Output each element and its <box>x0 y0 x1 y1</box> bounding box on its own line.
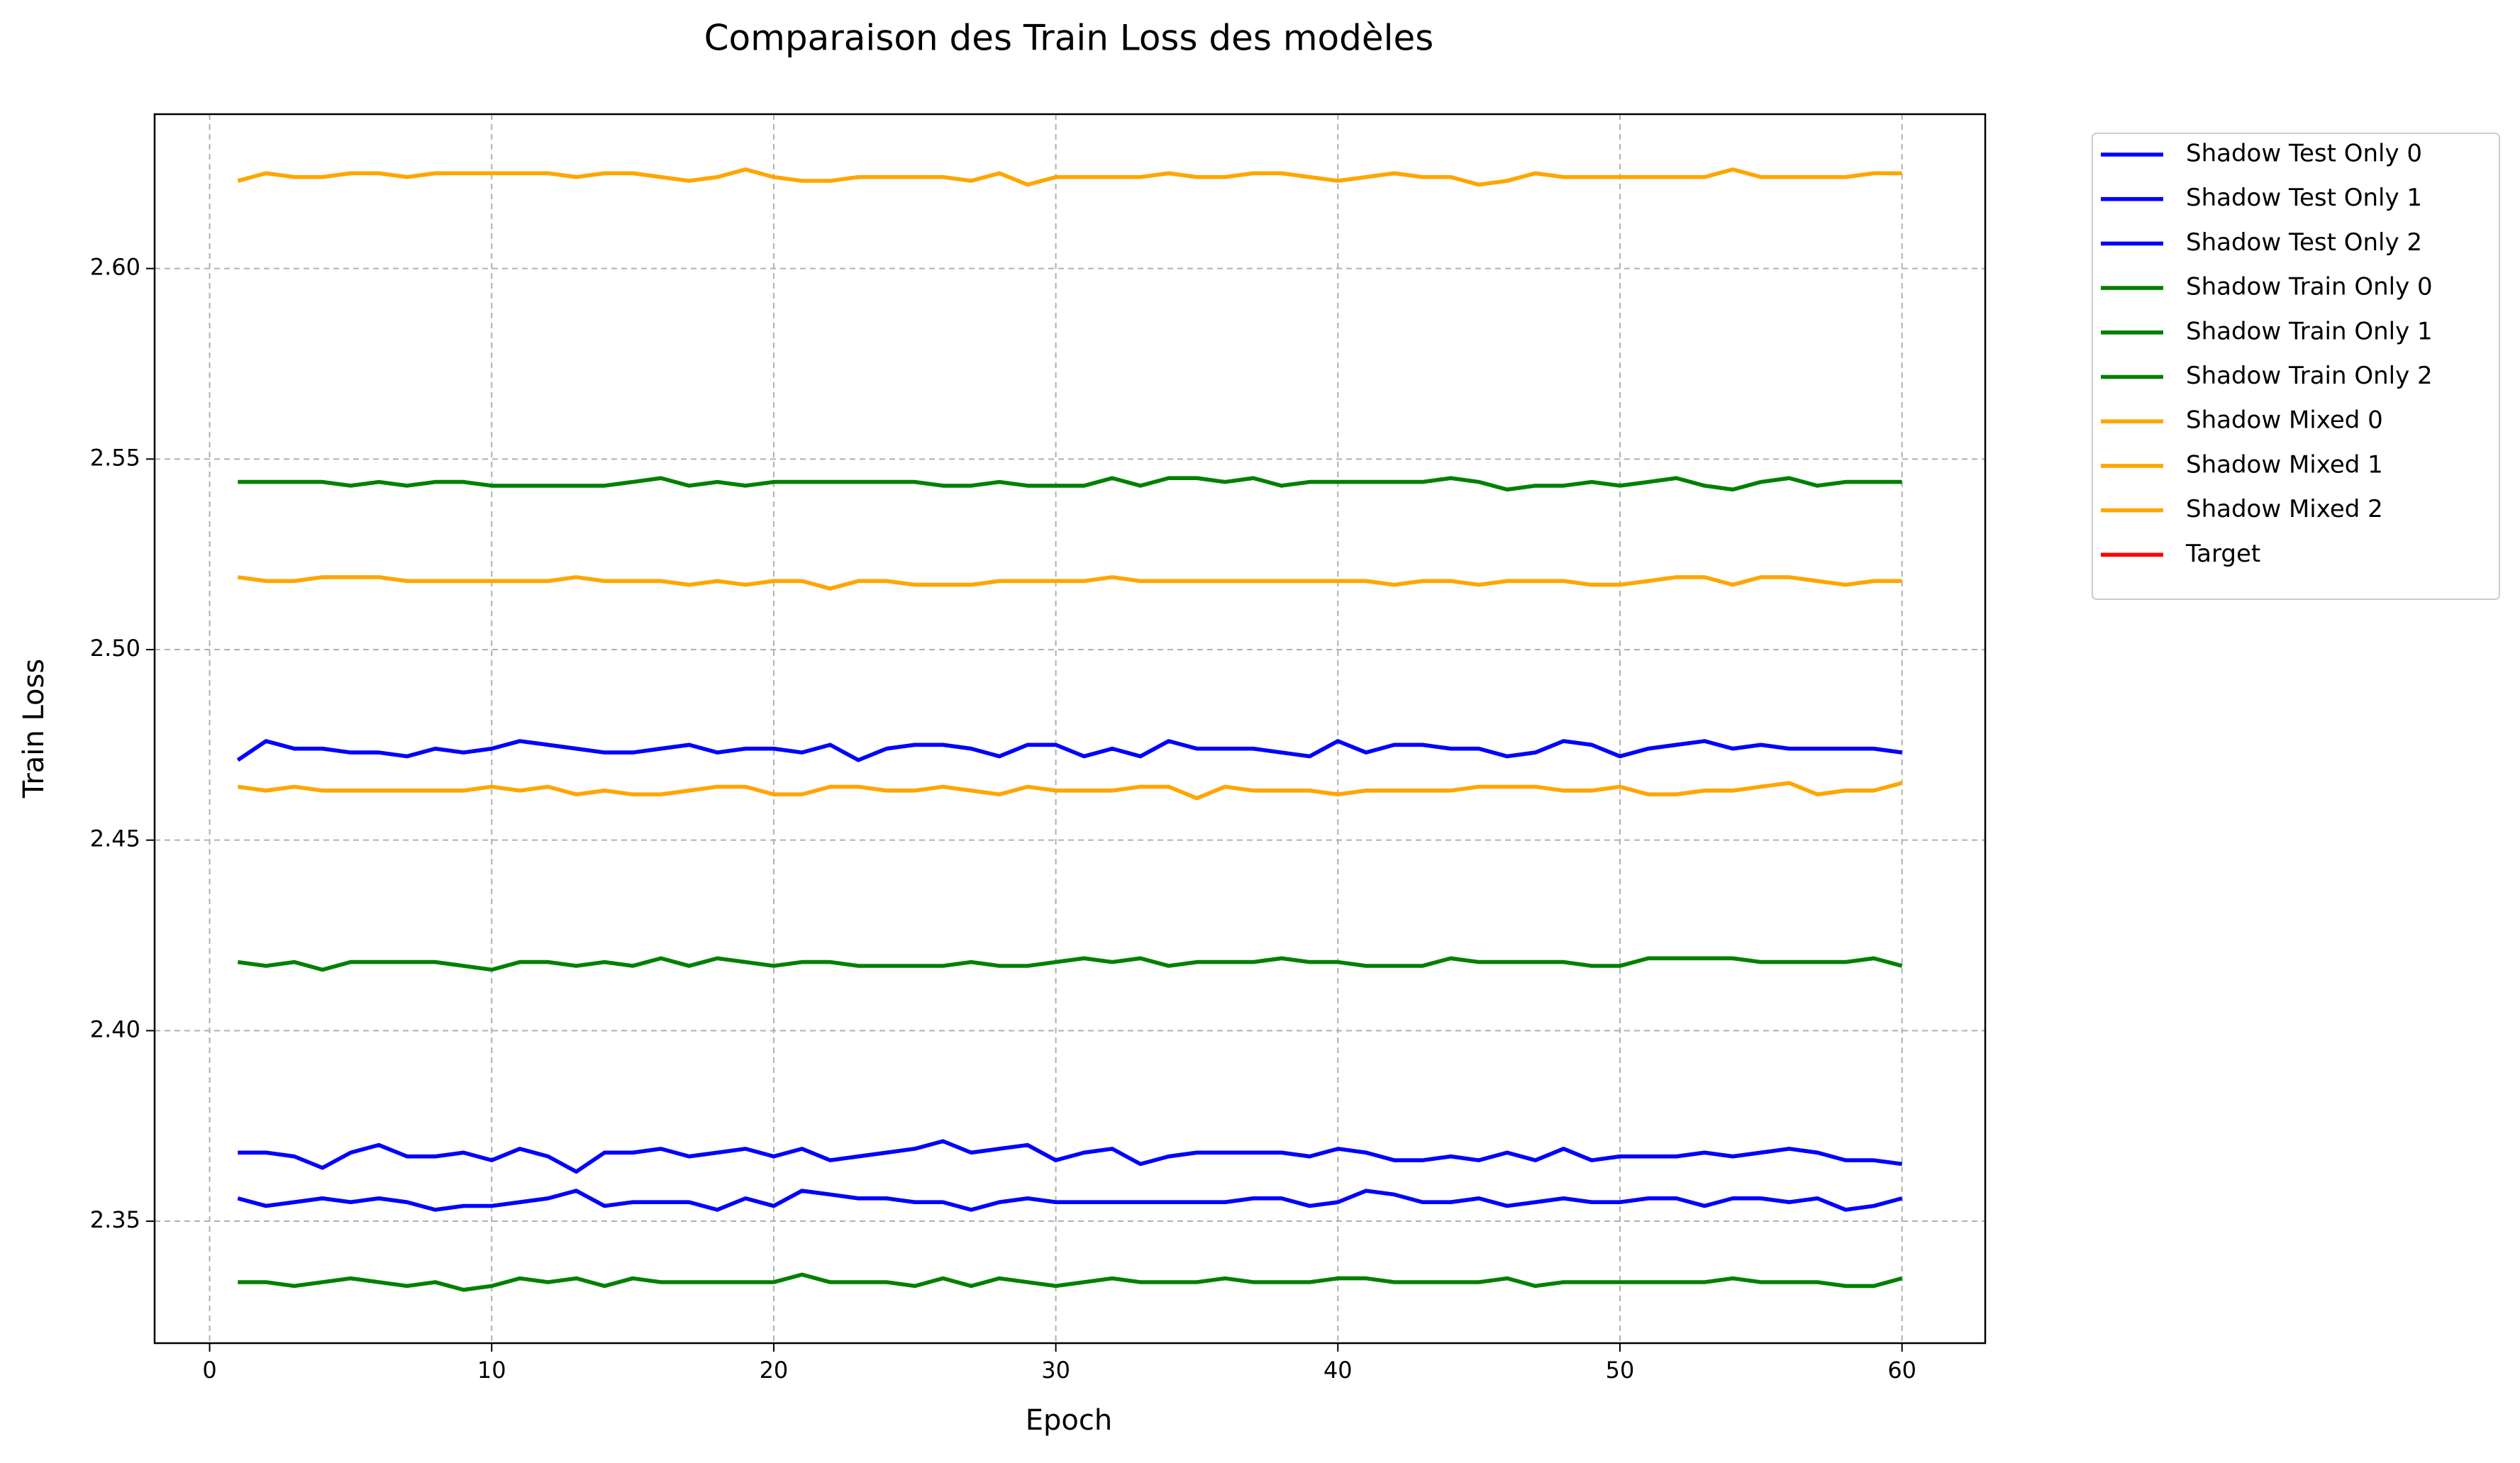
x-tick-label: 50 <box>1606 1357 1635 1384</box>
legend-label: Shadow Mixed 1 <box>2186 450 2383 479</box>
series-line <box>237 575 1902 591</box>
series-line <box>237 956 1903 972</box>
chart-title: Comparaison des Train Loss des modèles <box>704 18 1434 59</box>
y-tick-label: 2.55 <box>90 444 140 471</box>
legend-label: Shadow Test Only 0 <box>2186 140 2422 168</box>
x-tick-label: 30 <box>1041 1357 1070 1384</box>
legend-label: Target <box>2185 540 2260 568</box>
x-axis-label: Epoch <box>1026 1404 1112 1437</box>
legend-label: Shadow Test Only 1 <box>2186 184 2422 212</box>
y-tick-label: 2.50 <box>90 635 140 662</box>
series-line <box>237 167 1902 187</box>
series-line <box>238 1139 1903 1174</box>
series-line <box>237 781 1903 801</box>
legend-label: Shadow Mixed 2 <box>2186 495 2383 523</box>
legend-label: Shadow Train Only 1 <box>2186 317 2433 345</box>
y-tick-label: 2.40 <box>90 1016 140 1042</box>
legend-label: Shadow Test Only 2 <box>2186 228 2422 257</box>
x-tick-label: 40 <box>1323 1357 1353 1384</box>
legend-label: Shadow Train Only 0 <box>2186 273 2433 301</box>
x-tick-label: 0 <box>202 1357 216 1384</box>
legend-label: Shadow Mixed 0 <box>2186 406 2383 435</box>
x-tick-label: 20 <box>760 1357 789 1384</box>
x-tick-label: 60 <box>1887 1357 1916 1384</box>
series-line <box>237 1189 1903 1212</box>
y-tick-label: 2.60 <box>90 254 140 281</box>
y-tick-label: 2.35 <box>90 1206 140 1233</box>
legend-box <box>2092 133 2500 600</box>
series-line <box>238 476 1902 492</box>
x-tick-label: 10 <box>477 1357 506 1384</box>
y-axis-label: Train Loss <box>18 659 50 799</box>
legend-label: Shadow Train Only 2 <box>2186 362 2433 390</box>
series-line <box>238 1272 1903 1292</box>
y-tick-label: 2.45 <box>90 825 140 852</box>
plot-frame <box>153 113 1987 1345</box>
series-line <box>236 739 1903 762</box>
